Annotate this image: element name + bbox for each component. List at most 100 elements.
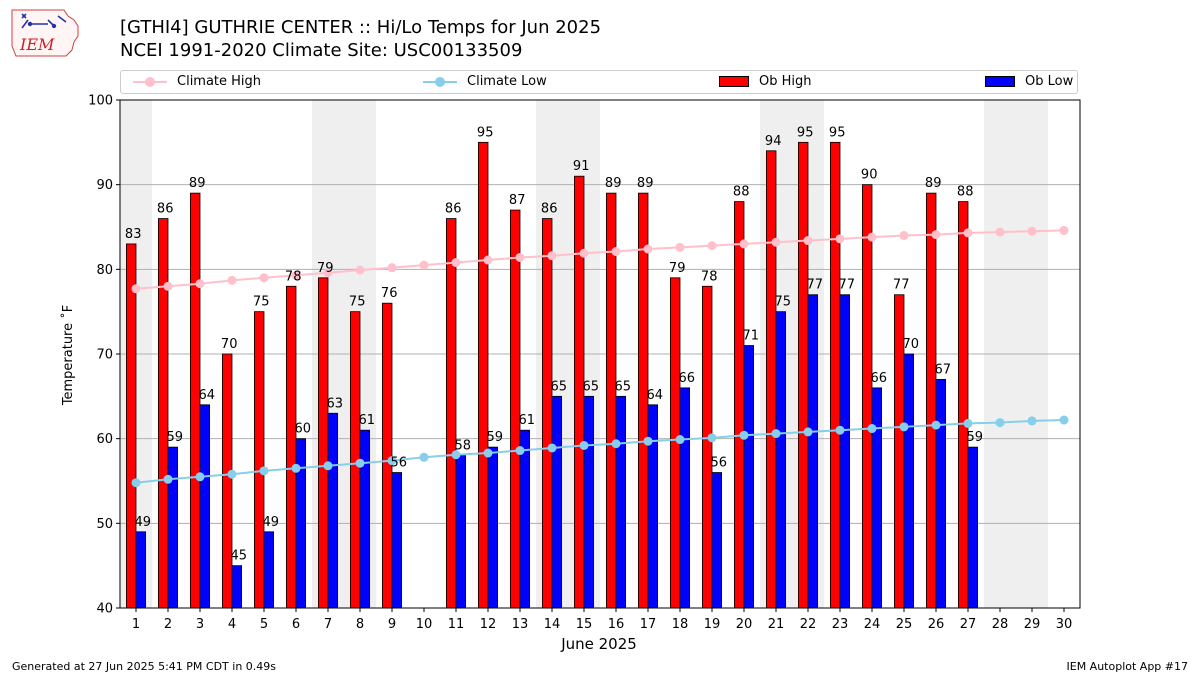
x-tick-label: 24 [864, 617, 881, 632]
iem-logo: IEM [11, 9, 79, 57]
y-tick-label: 60 [96, 432, 113, 447]
point-climate-high-6 [291, 270, 301, 280]
y-tick-label: 100 [88, 94, 113, 109]
x-tick-label: 8 [356, 617, 364, 632]
weekend-shading [120, 100, 1048, 608]
point-climate-high-10 [419, 260, 429, 270]
point-climate-high-24 [867, 232, 877, 242]
label-ob-high-14: 86 [541, 202, 558, 217]
bar-ob-low-26 [935, 378, 947, 609]
x-tick-label: 20 [736, 617, 753, 632]
point-climate-low-26 [931, 420, 941, 430]
label-ob-low-20: 71 [743, 329, 760, 344]
bar-ob-low-1 [135, 531, 147, 609]
point-climate-high-14 [547, 251, 557, 261]
bar-ob-high-21 [766, 150, 777, 609]
point-climate-low-29 [1027, 416, 1037, 426]
x-tick-label: 16 [608, 617, 625, 632]
x-tick-label: 26 [928, 617, 945, 632]
bar-ob-low-27 [967, 446, 979, 609]
point-climate-low-9 [387, 456, 397, 466]
bar-ob-low-11 [455, 455, 467, 609]
label-ob-low-3: 64 [199, 388, 216, 403]
iem-logo-text: IEM [19, 35, 55, 54]
legend-label-ob-high: Ob High [759, 74, 812, 89]
point-climate-high-11 [451, 258, 461, 268]
y-tick-label: 80 [96, 263, 113, 278]
x-tick-label: 10 [416, 617, 433, 632]
weekend-band-29 [1016, 100, 1048, 608]
point-climate-low-20 [739, 430, 749, 440]
label-ob-low-6: 60 [295, 422, 312, 437]
point-climate-high-5 [259, 273, 269, 283]
label-ob-low-8: 61 [359, 413, 376, 428]
plot-frame [119, 99, 1081, 609]
weekend-band-28 [984, 100, 1016, 608]
y-axis-label: Temperature ˚F [60, 305, 76, 406]
point-climate-high-13 [515, 252, 525, 262]
bar-ob-low-13 [519, 429, 531, 609]
label-ob-low-21: 75 [775, 295, 792, 310]
legend-item-ob-low: Ob Low [985, 74, 1073, 89]
bar-ob-high-22 [798, 141, 809, 609]
bar-ob-low-19 [711, 472, 723, 609]
bar-ob-low-8 [359, 429, 371, 609]
label-ob-low-18: 66 [679, 371, 696, 386]
point-climate-high-19 [707, 241, 717, 251]
point-climate-low-7 [323, 461, 333, 471]
bar-ob-low-21 [775, 311, 787, 609]
bar-value-labels: 83 49 86 59 89 64 70 45 75 49 78 60 79 63 75 61 76 56 86 58… [125, 125, 983, 563]
label-ob-low-7: 63 [327, 396, 344, 411]
label-ob-high-18: 79 [669, 261, 686, 276]
point-climate-high-2 [163, 281, 173, 291]
point-climate-low-23 [835, 425, 845, 435]
point-climate-high-17 [643, 244, 653, 254]
label-ob-high-15: 91 [573, 159, 590, 174]
point-climate-low-5 [259, 466, 269, 476]
x-tick-label: 22 [800, 617, 817, 632]
x-tick-label: 30 [1056, 617, 1073, 632]
weekend-band-22 [792, 100, 824, 608]
point-climate-high-3 [195, 279, 205, 289]
label-ob-low-22: 77 [807, 278, 824, 293]
gridlines [120, 184, 1080, 524]
point-climate-low-24 [867, 424, 877, 434]
bar-ob-high-17 [638, 192, 649, 609]
point-climate-high-30 [1059, 225, 1069, 235]
autoplot-app-id: IEM Autoplot App #17 [1066, 660, 1189, 673]
label-ob-high-5: 75 [253, 295, 270, 310]
x-tick-label: 1 [132, 617, 140, 632]
legend: Climate High Climate Low Ob High Ob Low [120, 70, 1078, 94]
point-climate-low-6 [291, 463, 301, 473]
weekend-band-21 [760, 100, 792, 608]
x-tick-label: 21 [768, 617, 785, 632]
bar-ob-low-23 [839, 294, 851, 609]
label-ob-low-15: 65 [583, 379, 600, 394]
bar-ob-high-6 [285, 285, 297, 609]
legend-item-climate-high: Climate High [133, 74, 261, 89]
y-tick-label: 90 [96, 178, 113, 193]
x-tick-label: 17 [640, 617, 657, 632]
x-tick-label: 5 [260, 617, 268, 632]
bar-ob-low-20 [743, 345, 755, 609]
point-climate-high-29 [1027, 226, 1037, 236]
x-axis-label: June 2025 [560, 635, 637, 653]
point-climate-low-1 [131, 478, 141, 488]
x-tick-label: 27 [960, 617, 977, 632]
bar-ob-low-9 [391, 472, 403, 609]
bar-ob-high-5 [253, 311, 265, 609]
line-climate-high [135, 229, 1065, 290]
bar-ob-high-11 [445, 218, 457, 609]
bar-ob-high-9 [381, 302, 393, 609]
label-ob-high-1: 83 [125, 227, 142, 242]
label-ob-high-7: 79 [317, 261, 334, 276]
point-climate-low-27 [963, 418, 973, 428]
point-climate-low-17 [643, 436, 653, 446]
bar-ob-low-2 [167, 446, 179, 609]
chart-subtitle: NCEI 1991-2020 Climate Site: USC00133509 [120, 40, 523, 61]
bar-ob-low-17 [647, 404, 659, 609]
label-ob-low-9: 56 [391, 456, 408, 471]
bar-ob-low-7 [327, 412, 339, 609]
label-ob-low-23: 77 [839, 278, 856, 293]
